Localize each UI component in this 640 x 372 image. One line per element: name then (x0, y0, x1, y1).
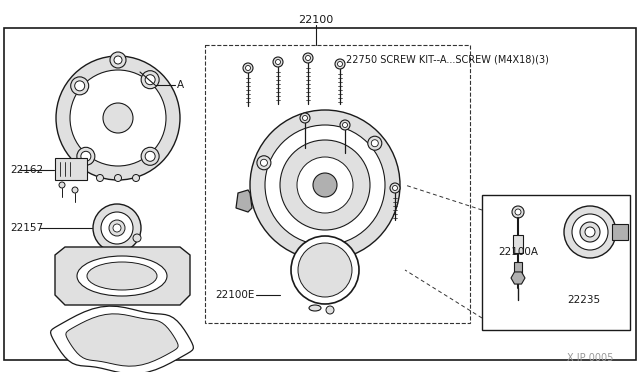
Circle shape (298, 243, 352, 297)
Bar (513, 235, 523, 253)
Circle shape (303, 53, 313, 63)
Text: 22162: 22162 (10, 165, 43, 175)
Circle shape (93, 204, 141, 252)
Circle shape (390, 183, 400, 193)
Circle shape (340, 120, 350, 130)
Ellipse shape (87, 262, 157, 290)
Circle shape (342, 122, 348, 128)
Circle shape (512, 206, 524, 218)
Circle shape (580, 222, 600, 242)
Polygon shape (511, 272, 525, 284)
Circle shape (335, 59, 345, 69)
Text: 22100E: 22100E (215, 290, 254, 300)
Circle shape (97, 174, 104, 182)
Circle shape (132, 174, 140, 182)
Circle shape (371, 140, 378, 147)
Circle shape (141, 147, 159, 165)
Circle shape (392, 186, 397, 190)
Circle shape (70, 77, 89, 95)
Circle shape (326, 306, 334, 314)
Circle shape (246, 65, 250, 71)
Circle shape (333, 246, 340, 253)
Circle shape (101, 212, 133, 244)
Circle shape (297, 157, 353, 213)
Circle shape (368, 136, 382, 150)
Circle shape (337, 61, 342, 67)
Circle shape (260, 159, 268, 166)
Bar (4, 28, 636, 360)
Circle shape (275, 60, 280, 64)
Circle shape (75, 81, 84, 91)
Circle shape (77, 147, 95, 165)
Text: A: A (177, 80, 184, 90)
Circle shape (70, 70, 166, 166)
Circle shape (572, 214, 608, 250)
Circle shape (564, 206, 616, 258)
Polygon shape (55, 247, 190, 305)
Circle shape (280, 140, 370, 230)
Circle shape (313, 173, 337, 197)
Bar (205, 45, 470, 323)
Text: 22157: 22157 (10, 223, 43, 233)
Polygon shape (236, 190, 252, 212)
Circle shape (257, 156, 271, 170)
Circle shape (145, 75, 155, 85)
Bar (482, 195, 630, 330)
Circle shape (56, 56, 180, 180)
Ellipse shape (77, 256, 167, 296)
Text: 22100A: 22100A (498, 247, 538, 257)
Circle shape (330, 242, 343, 256)
Bar (514, 262, 522, 274)
Bar (55, 158, 87, 180)
Circle shape (585, 227, 595, 237)
Text: 22235: 22235 (567, 295, 600, 305)
Circle shape (145, 151, 155, 161)
Circle shape (113, 224, 121, 232)
Circle shape (273, 57, 283, 67)
Circle shape (72, 187, 78, 193)
Circle shape (109, 220, 125, 236)
Circle shape (300, 113, 310, 123)
Text: 22750 SCREW KIT--A...SCREW (M4X18)(3): 22750 SCREW KIT--A...SCREW (M4X18)(3) (346, 55, 549, 65)
Ellipse shape (309, 305, 321, 311)
Circle shape (81, 151, 91, 161)
Polygon shape (66, 314, 178, 366)
Circle shape (515, 209, 521, 215)
Circle shape (243, 63, 253, 73)
Circle shape (303, 115, 307, 121)
Circle shape (133, 234, 141, 242)
Bar (612, 224, 628, 240)
Text: X IP 0005: X IP 0005 (567, 353, 613, 363)
Circle shape (305, 55, 310, 61)
Circle shape (103, 103, 133, 133)
Polygon shape (51, 306, 193, 372)
Circle shape (115, 174, 122, 182)
Circle shape (291, 236, 359, 304)
Circle shape (265, 125, 385, 245)
Circle shape (141, 71, 159, 89)
Circle shape (110, 52, 126, 68)
Circle shape (114, 56, 122, 64)
Circle shape (250, 110, 400, 260)
Circle shape (59, 182, 65, 188)
Text: 22100: 22100 (298, 15, 333, 25)
